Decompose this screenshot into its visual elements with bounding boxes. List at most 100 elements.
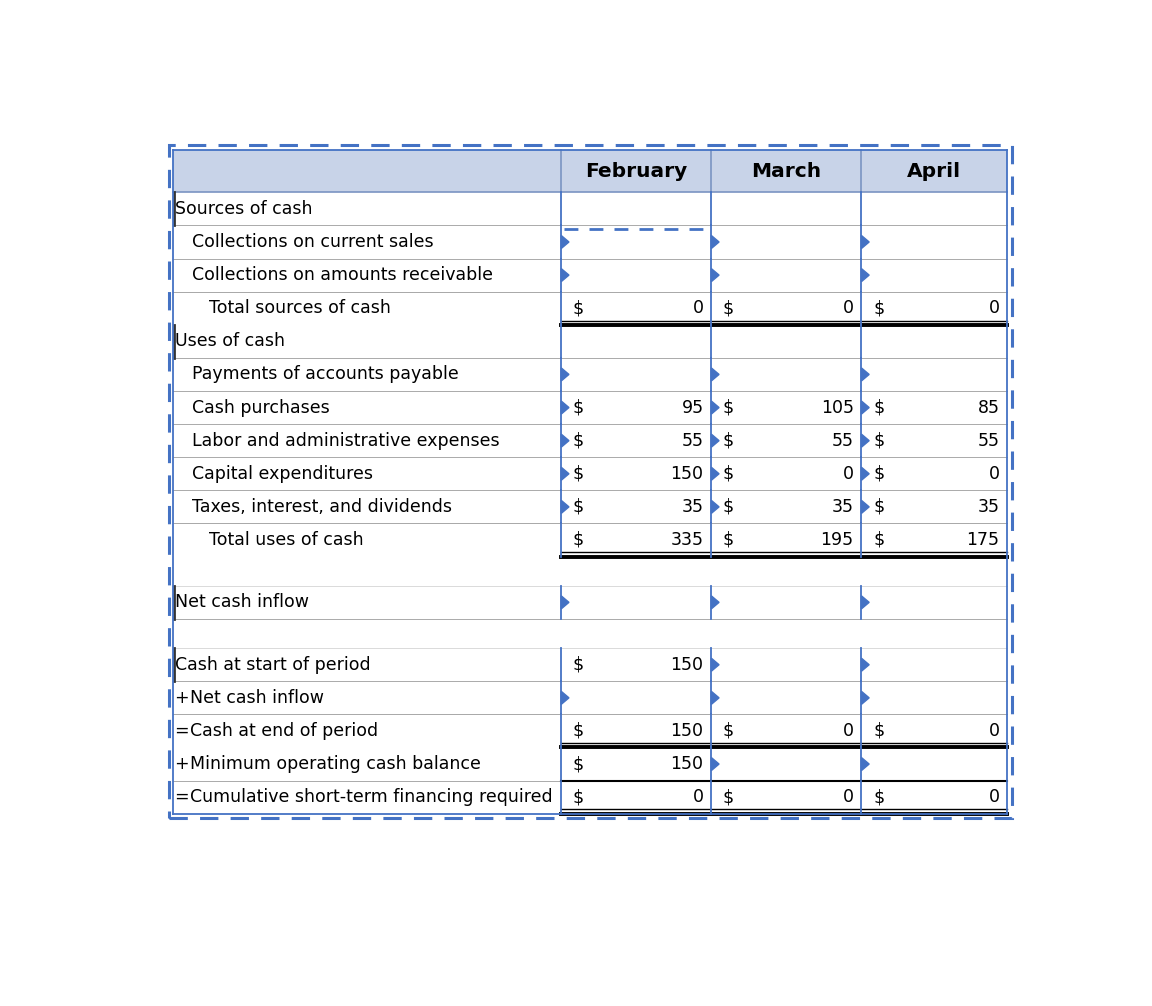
Text: =: = <box>174 722 189 740</box>
Polygon shape <box>561 269 569 282</box>
Text: $: $ <box>573 531 584 549</box>
Polygon shape <box>862 500 869 513</box>
Bar <box>174 325 1007 358</box>
Text: 85: 85 <box>978 398 1000 416</box>
Text: 0: 0 <box>692 788 704 806</box>
Text: 0: 0 <box>842 788 854 806</box>
Text: $: $ <box>873 722 885 740</box>
Polygon shape <box>862 401 869 414</box>
Text: 150: 150 <box>670 722 704 740</box>
Text: $: $ <box>573 465 584 483</box>
Polygon shape <box>862 596 869 609</box>
Text: 35: 35 <box>978 498 1000 516</box>
Text: +: + <box>174 756 189 773</box>
Polygon shape <box>711 401 719 414</box>
Polygon shape <box>862 435 869 448</box>
Text: 335: 335 <box>670 531 704 549</box>
Text: $: $ <box>723 788 734 806</box>
Bar <box>174 225 1007 259</box>
Polygon shape <box>862 658 869 671</box>
Text: 175: 175 <box>967 531 1000 549</box>
Polygon shape <box>711 368 719 381</box>
Text: 95: 95 <box>682 398 704 416</box>
Text: 150: 150 <box>670 465 704 483</box>
Polygon shape <box>862 691 869 704</box>
Polygon shape <box>561 368 569 381</box>
Bar <box>174 259 1007 292</box>
Text: $: $ <box>723 498 734 516</box>
Bar <box>174 556 1007 585</box>
Text: $: $ <box>573 299 584 317</box>
Text: Collections on amounts receivable: Collections on amounts receivable <box>191 267 493 284</box>
Text: 105: 105 <box>820 398 854 416</box>
Polygon shape <box>862 235 869 248</box>
Bar <box>174 648 1007 681</box>
Text: $: $ <box>573 722 584 740</box>
Text: $: $ <box>573 788 584 806</box>
Bar <box>174 619 1007 648</box>
Text: Net cash inflow: Net cash inflow <box>175 594 309 612</box>
Text: $: $ <box>723 465 734 483</box>
Text: Payments of accounts payable: Payments of accounts payable <box>191 365 458 383</box>
Polygon shape <box>561 467 569 480</box>
Polygon shape <box>711 235 719 248</box>
Bar <box>174 192 1007 225</box>
Text: $: $ <box>573 432 584 450</box>
Text: $: $ <box>873 398 885 416</box>
Polygon shape <box>711 500 719 513</box>
Text: 55: 55 <box>682 432 704 450</box>
Bar <box>174 585 1007 619</box>
Polygon shape <box>561 596 569 609</box>
Bar <box>174 457 1007 490</box>
Text: Total sources of cash: Total sources of cash <box>209 299 391 317</box>
Polygon shape <box>862 467 869 480</box>
Text: February: February <box>585 162 688 181</box>
Bar <box>174 150 1007 192</box>
Text: Sources of cash: Sources of cash <box>175 200 312 218</box>
Text: 0: 0 <box>988 299 1000 317</box>
Text: $: $ <box>573 656 584 674</box>
Bar <box>174 523 1007 556</box>
Text: Total uses of cash: Total uses of cash <box>209 531 363 549</box>
Text: $: $ <box>573 756 584 773</box>
Polygon shape <box>711 758 719 771</box>
Text: $: $ <box>573 398 584 416</box>
Text: $: $ <box>723 432 734 450</box>
Polygon shape <box>862 758 869 771</box>
Text: Minimum operating cash balance: Minimum operating cash balance <box>190 756 482 773</box>
Text: $: $ <box>873 531 885 549</box>
Bar <box>174 681 1007 714</box>
Bar <box>174 292 1007 325</box>
Text: $: $ <box>723 299 734 317</box>
Text: 0: 0 <box>988 722 1000 740</box>
Text: $: $ <box>573 498 584 516</box>
Text: 55: 55 <box>978 432 1000 450</box>
Text: 35: 35 <box>832 498 854 516</box>
Bar <box>174 714 1007 747</box>
Bar <box>174 781 1007 814</box>
Text: $: $ <box>723 531 734 549</box>
Text: 0: 0 <box>842 299 854 317</box>
Text: 195: 195 <box>820 531 854 549</box>
Text: 0: 0 <box>988 465 1000 483</box>
Polygon shape <box>561 235 569 248</box>
Text: 150: 150 <box>670 656 704 674</box>
Text: $: $ <box>873 465 885 483</box>
Text: Collections on current sales: Collections on current sales <box>191 233 433 250</box>
Text: Cash at end of period: Cash at end of period <box>190 722 379 740</box>
Polygon shape <box>711 467 719 480</box>
Bar <box>174 425 1007 457</box>
Text: $: $ <box>873 788 885 806</box>
Text: Cumulative short-term financing required: Cumulative short-term financing required <box>190 788 553 806</box>
Text: $: $ <box>723 722 734 740</box>
Bar <box>174 490 1007 523</box>
Polygon shape <box>711 435 719 448</box>
Bar <box>174 391 1007 425</box>
Polygon shape <box>862 368 869 381</box>
Text: Cash at start of period: Cash at start of period <box>175 656 370 674</box>
Polygon shape <box>711 269 719 282</box>
Text: Taxes, interest, and dividends: Taxes, interest, and dividends <box>191 498 452 516</box>
Text: 0: 0 <box>842 465 854 483</box>
Bar <box>174 358 1007 391</box>
Text: Labor and administrative expenses: Labor and administrative expenses <box>191 432 499 450</box>
